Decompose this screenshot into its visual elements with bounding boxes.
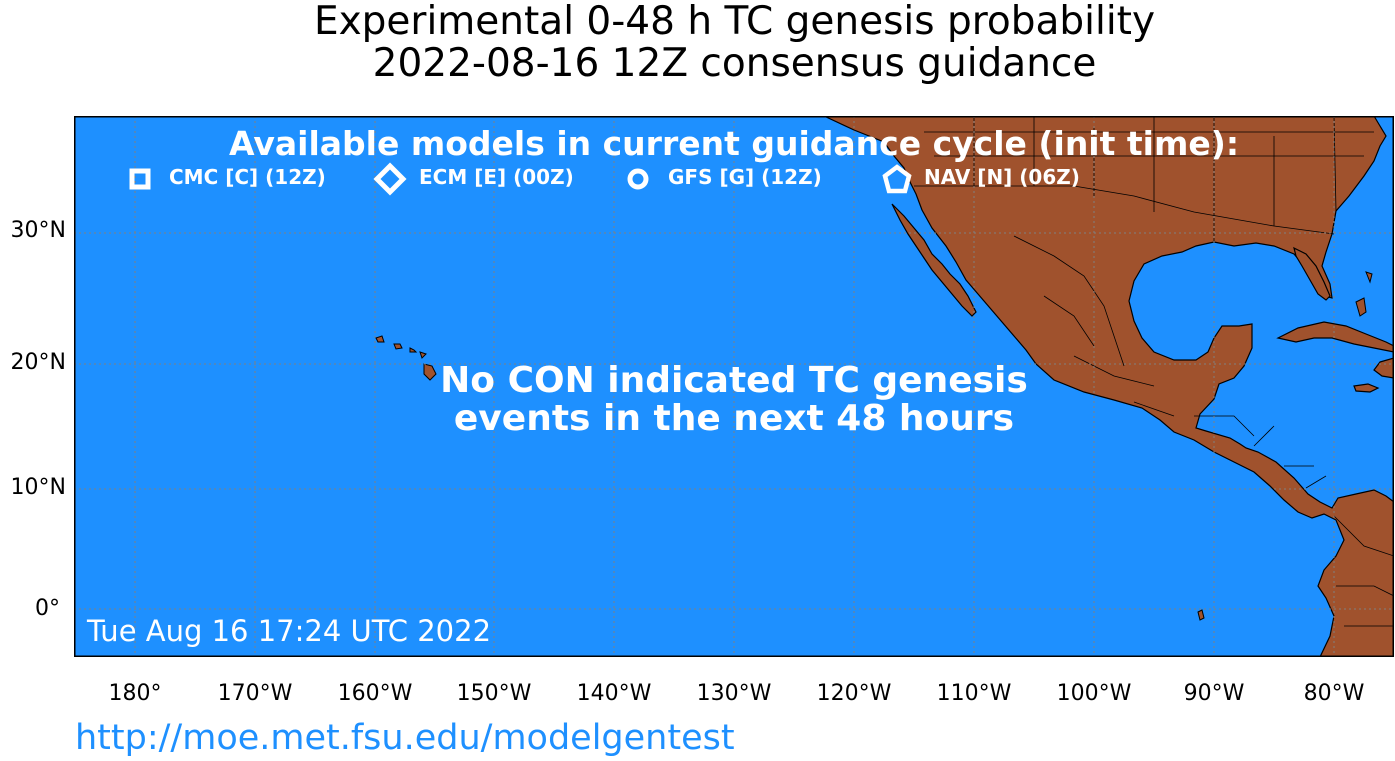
lon-label-130w: 130°W — [696, 681, 772, 706]
pentagon-marker-icon — [882, 164, 912, 194]
lon-label-160w: 160°W — [337, 681, 413, 706]
legend-item-cmc: CMC [C] (12Z) — [169, 165, 326, 189]
land-galapagos — [1197, 609, 1205, 621]
lon-label-140w: 140°W — [576, 681, 652, 706]
legend-item-ecm: ECM [E] (00Z) — [419, 165, 574, 189]
legend-title: Available models in current guidance cyc… — [228, 124, 1240, 163]
land-baja-california — [891, 203, 977, 317]
lon-label-150w: 150°W — [456, 681, 532, 706]
lat-label-10n: 10°N — [10, 475, 66, 500]
land-bahamas — [1355, 271, 1373, 317]
map-canvas — [74, 116, 1394, 657]
lon-label-100w: 100°W — [1056, 681, 1132, 706]
figure-title-line1: Experimental 0-48 h TC genesis probabili… — [313, 0, 1156, 44]
circle-marker-icon — [627, 168, 649, 190]
land-florida — [1293, 246, 1331, 301]
legend-item-nav: NAV [N] (06Z) — [924, 165, 1080, 189]
map-panel — [74, 116, 1394, 657]
land-jamaica — [1353, 383, 1380, 393]
lon-label-90w: 90°W — [1183, 681, 1245, 706]
lat-label-0: 0° — [35, 596, 60, 621]
diamond-marker-icon — [373, 162, 407, 196]
legend-item-gfs: GFS [G] (12Z) — [668, 165, 822, 189]
map-border — [74, 116, 1394, 657]
source-url-link[interactable]: http://moe.met.fsu.edu/modelgentest — [75, 718, 735, 758]
lon-label-110w: 110°W — [936, 681, 1012, 706]
lon-label-80w: 80°W — [1303, 681, 1365, 706]
lon-label-170w: 170°W — [217, 681, 293, 706]
no-events-notice-line1: No CON indicated TC genesis — [440, 360, 1028, 401]
lat-label-30n: 30°N — [10, 218, 66, 243]
lat-label-20n: 20°N — [10, 350, 66, 375]
land-hawaii — [375, 335, 437, 381]
no-events-notice-line2: events in the next 48 hours — [453, 398, 1015, 439]
land-hispaniola — [1373, 357, 1394, 379]
land-cuba — [1276, 321, 1394, 353]
graticule — [74, 116, 1394, 657]
lon-label-180: 180° — [108, 681, 162, 706]
timestamp: Tue Aug 16 17:24 UTC 2022 — [87, 614, 492, 648]
square-marker-icon — [129, 168, 151, 190]
land-north-central-america — [823, 116, 1394, 657]
figure-title-line2: 2022-08-16 12Z consensus guidance — [372, 41, 1097, 86]
lon-label-120w: 120°W — [816, 681, 892, 706]
